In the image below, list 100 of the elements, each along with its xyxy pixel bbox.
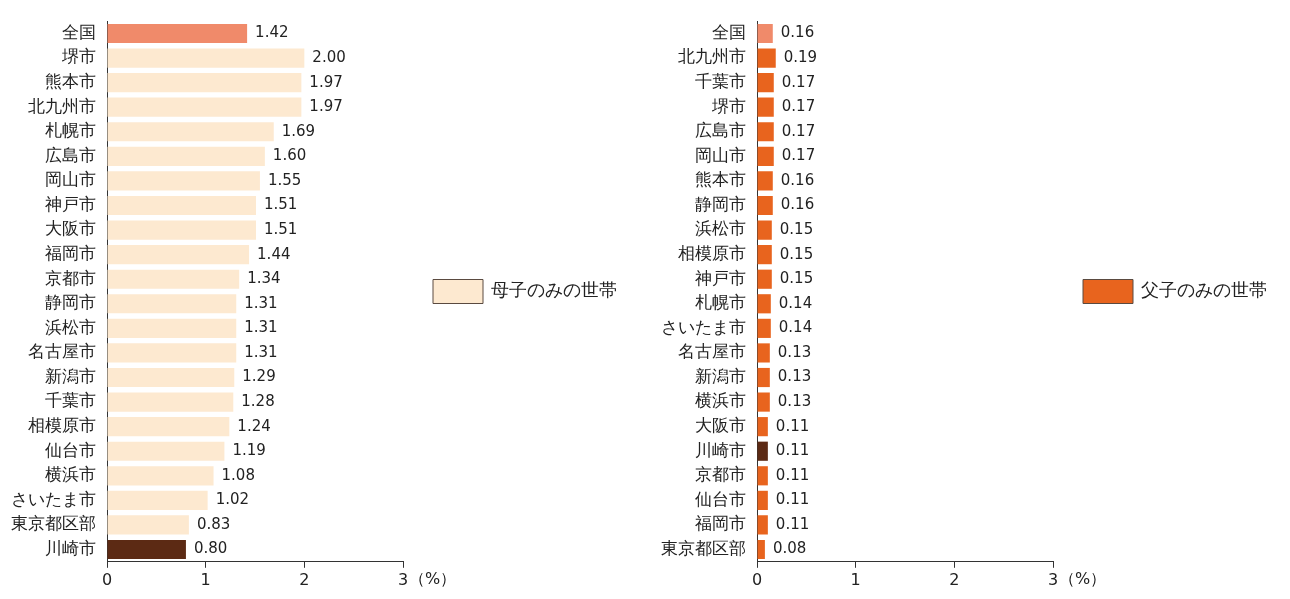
- x-tick-label: 0: [751, 569, 763, 589]
- y-tick-label: 静岡市: [695, 193, 746, 214]
- y-tick-label: さいたま市: [11, 488, 96, 509]
- data-label: 1.31: [244, 342, 278, 361]
- x-axis-title: （%）: [1059, 568, 1107, 588]
- y-tick-label: 福岡市: [45, 243, 96, 264]
- bar: [107, 146, 265, 166]
- data-label: 0.11: [775, 441, 810, 460]
- data-label: 0.13: [777, 342, 812, 361]
- bar: [107, 245, 250, 265]
- y-tick-label: 京都市: [45, 267, 96, 288]
- data-label: 1.19: [232, 441, 266, 460]
- y-tick-label: 熊本市: [45, 71, 96, 92]
- y-tick-label: 広島市: [45, 144, 96, 165]
- y-tick-label: 岡山市: [45, 169, 96, 190]
- bar: [107, 269, 240, 289]
- x-tick-label: 2: [299, 569, 310, 589]
- data-label: 1.60: [272, 146, 307, 165]
- bar: [107, 294, 237, 314]
- y-tick-label: さいたま市: [661, 316, 746, 337]
- x-tick-label: 3: [397, 569, 409, 589]
- bar: [107, 122, 274, 142]
- data-label: 0.17: [781, 146, 816, 165]
- data-label: 1.31: [244, 293, 278, 312]
- data-label: 1.24: [237, 416, 271, 435]
- y-tick-label: 北九州市: [28, 95, 96, 116]
- data-label: 0.13: [777, 391, 812, 410]
- y-tick-label: 岡山市: [695, 144, 746, 165]
- data-label: 1.97: [309, 97, 343, 116]
- data-label: 0.16: [780, 195, 815, 214]
- data-label: 0.17: [781, 97, 816, 116]
- bar: [107, 220, 256, 240]
- x-tick-label: 3: [1047, 569, 1059, 589]
- bar: [107, 171, 260, 191]
- data-label: 1.44: [257, 244, 291, 263]
- data-label: 0.15: [779, 219, 814, 238]
- data-label: 0.15: [779, 244, 814, 263]
- bar: [107, 367, 235, 388]
- y-tick-label: 全国: [62, 21, 96, 42]
- bar: [107, 490, 208, 510]
- y-tick-label: 浜松市: [695, 218, 746, 239]
- legend-label: 母子のみの世帯: [491, 279, 617, 301]
- data-label: 0.19: [783, 47, 818, 66]
- bar: [107, 515, 189, 535]
- y-tick-label: 堺市: [61, 46, 96, 67]
- y-tick-label: 広島市: [695, 120, 746, 141]
- data-label: 1.97: [309, 72, 343, 91]
- y-tick-label: 相模原市: [678, 243, 746, 264]
- y-tick-label: 千葉市: [45, 390, 96, 411]
- legend-label: 父子のみの世帯: [1141, 279, 1267, 301]
- data-label: 0.08: [772, 539, 807, 558]
- y-tick-label: 横浜市: [45, 464, 96, 485]
- data-label: 1.42: [255, 23, 289, 42]
- bar: [107, 73, 302, 93]
- y-tick-label: 福岡市: [695, 513, 746, 534]
- bar: [107, 417, 230, 437]
- data-label: 0.13: [777, 367, 812, 386]
- x-tick-label: 2: [949, 569, 960, 589]
- y-tick-label: 神戸市: [45, 193, 96, 214]
- data-label: 0.16: [780, 170, 815, 189]
- data-label: 1.69: [281, 121, 316, 140]
- y-tick-label: 千葉市: [695, 71, 746, 92]
- y-tick-label: 横浜市: [695, 390, 746, 411]
- data-label: 1.02: [215, 490, 250, 509]
- y-tick-label: 川崎市: [45, 537, 96, 558]
- bar: [107, 48, 305, 68]
- data-label: 1.34: [247, 269, 281, 288]
- y-tick-label: 大阪市: [695, 415, 746, 436]
- data-label: 0.11: [775, 514, 810, 533]
- y-tick-label: 川崎市: [695, 439, 746, 460]
- x-tick-label: 1: [200, 569, 211, 589]
- bar: [107, 539, 186, 560]
- data-label: 0.11: [775, 416, 810, 435]
- y-tick-label: 新潟市: [45, 365, 96, 386]
- y-tick-label: 堺市: [711, 95, 746, 116]
- data-label: 1.31: [244, 318, 278, 337]
- x-tick-label: 0: [101, 569, 113, 589]
- data-label: 0.17: [781, 121, 816, 140]
- data-label: 0.17: [781, 72, 816, 91]
- bar: [107, 441, 225, 461]
- data-label: 2.00: [312, 47, 346, 66]
- y-tick-label: 新潟市: [695, 365, 746, 386]
- bar: [107, 392, 234, 412]
- data-label: 1.55: [267, 170, 302, 189]
- data-label: 0.83: [196, 514, 231, 533]
- y-tick-label: 東京都区部: [11, 513, 96, 534]
- y-tick-label: 名古屋市: [678, 341, 746, 362]
- bar: [107, 343, 237, 363]
- y-tick-label: 東京都区部: [661, 537, 746, 558]
- y-tick-label: 札幌市: [695, 292, 746, 313]
- data-label: 1.51: [263, 219, 298, 238]
- data-label: 0.11: [775, 465, 810, 484]
- y-tick-label: 大阪市: [45, 218, 96, 239]
- data-label: 0.14: [778, 293, 813, 312]
- data-label: 0.11: [775, 490, 810, 509]
- bar: [107, 97, 302, 117]
- y-tick-label: 静岡市: [45, 292, 96, 313]
- bar: [107, 318, 237, 338]
- data-label: 0.15: [779, 269, 814, 288]
- y-tick-label: 札幌市: [45, 120, 96, 141]
